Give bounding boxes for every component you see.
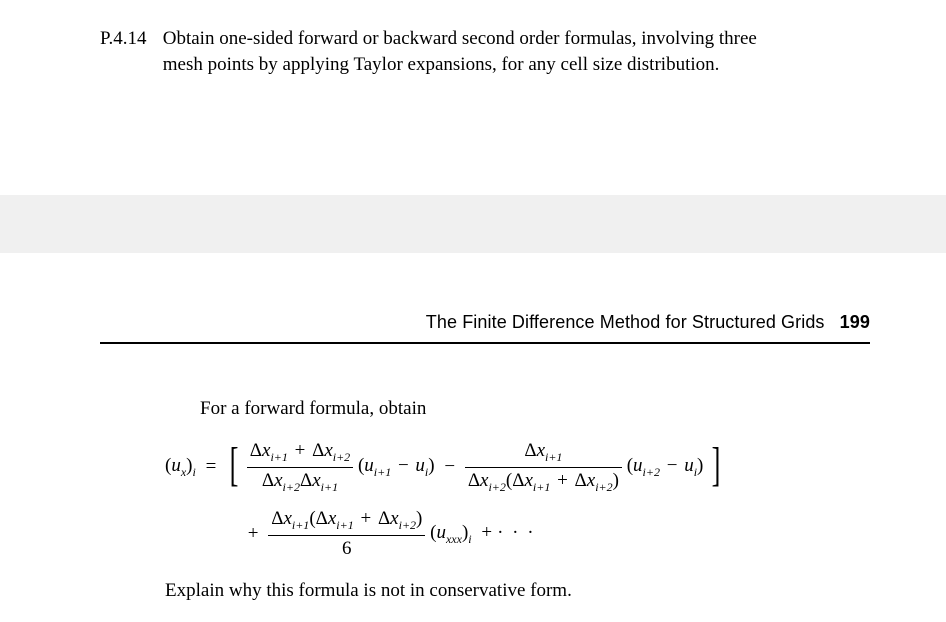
lead-text: For a forward formula, obtain [200,398,870,420]
op-plus: + [243,523,264,545]
problem-text: Obtain one-sided forward or backward sec… [163,26,863,77]
sub-ip1: i+1 [321,480,338,494]
frac3: Δxi+1(Δxi+1 + Δxi+2) 6 [268,508,425,560]
sub-ip2: i+2 [333,450,350,464]
sym-u: u [171,455,181,476]
trail-text: Explain why this formula is not in conse… [165,580,870,602]
equation-line2: + Δxi+1(Δxi+1 + Δxi+2) 6 (uxxx)i +· · · [165,508,870,568]
left-bracket: [ [230,441,239,489]
eq-equals: = [201,456,222,478]
sym-x: x [274,470,282,491]
sym-u: u [364,455,374,476]
paren-close: ) [428,455,434,476]
ellipsis: · · · [497,522,535,543]
problem-label: P.4.14 [100,26,158,52]
sym-delta: Δ [524,440,536,461]
paren-close: ) [697,455,703,476]
sym-x: x [587,470,595,491]
sub-ip1: i+1 [292,518,309,532]
sym-x: x [537,440,545,461]
op-minus: − [665,455,680,476]
sym-x: x [524,470,532,491]
sym-delta: Δ [250,440,262,461]
sub-ip1: i+1 [533,480,550,494]
running-head-title: The Finite Difference Method for Structu… [426,312,825,332]
sym-x: x [390,508,398,529]
sub-ip2: i+2 [643,465,660,479]
problem-block: P.4.14 Obtain one-sided forward or backw… [100,26,870,77]
eq-lhs: (ux)i [165,455,196,480]
op-plus: + [293,440,308,461]
right-bracket: ] [712,441,721,489]
sym-u: u [684,455,694,476]
sym-u: u [436,522,446,543]
sym-delta: Δ [312,440,324,461]
frac1: Δxi+1 + Δxi+2 Δxi+2Δxi+1 [247,440,353,495]
factor1: (ui+1 − ui) [358,455,435,480]
paren-close: ) [416,508,422,529]
paren-close: ) [613,470,619,491]
problem-line1: Obtain one-sided forward or backward sec… [163,28,757,49]
sym-x: x [312,470,320,491]
sub-ip1: i+1 [336,518,353,532]
header-rule [100,342,870,344]
op-plus: + [358,508,373,529]
sub-ip2: i+2 [488,480,505,494]
problem-line2: mesh points by applying Taylor expansion… [163,54,720,75]
sub-xxx: xxx [446,531,462,545]
sub-ip2: i+2 [283,480,300,494]
op-plus: + [555,470,570,491]
sym-delta: Δ [512,470,524,491]
equation: (ux)i = [ Δxi+1 + Δxi+2 Δxi+2Δxi+1 (ui+1… [165,440,870,568]
sub-ip2: i+2 [399,518,416,532]
sym-delta: Δ [378,508,390,529]
equation-line1: (ux)i = [ Δxi+1 + Δxi+2 Δxi+2Δxi+1 (ui+1… [165,440,870,510]
sym-delta: Δ [468,470,480,491]
sym-u: u [633,455,643,476]
sym-delta: Δ [262,470,274,491]
sub-ip1: i+1 [374,465,391,479]
sym-delta: Δ [300,470,312,491]
op-plus: + [476,522,497,543]
sub-ip2: i+2 [595,480,612,494]
sub-ip1: i+1 [545,450,562,464]
op-minus: − [439,456,460,478]
sym-x: x [283,508,291,529]
sub-ip1: i+1 [270,450,287,464]
sub-i: i [468,531,471,545]
factor2: (ui+2 − ui) [627,455,704,480]
sym-delta: Δ [575,470,587,491]
sub-i: i [192,465,195,479]
frac2: Δxi+1 Δxi+2(Δxi+1 + Δxi+2) [465,440,622,495]
sym-delta: Δ [316,508,328,529]
remainder: (uxxx)i +· · · [430,522,535,547]
page-gap-band [0,195,946,253]
op-minus: − [396,455,411,476]
sym-delta: Δ [271,508,283,529]
sym-u: u [415,455,425,476]
denom-6: 6 [268,536,425,560]
page-number: 199 [840,312,870,332]
running-head: The Finite Difference Method for Structu… [100,312,870,333]
sym-x: x [324,440,332,461]
